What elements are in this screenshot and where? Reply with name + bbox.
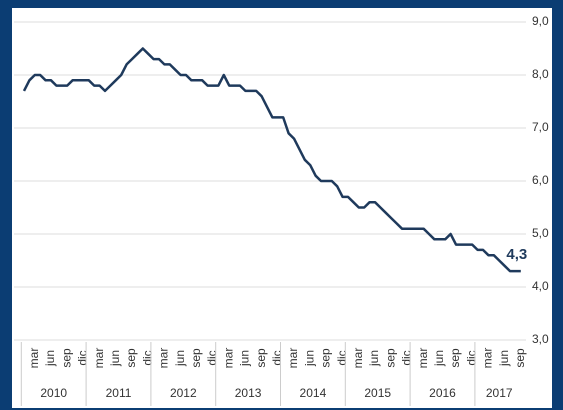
x-tick-label: sep bbox=[513, 348, 527, 368]
x-tick-label: mar bbox=[157, 348, 171, 369]
x-tick-label: jun bbox=[238, 350, 252, 367]
year-label: 2014 bbox=[300, 386, 327, 400]
x-tick-label: jun bbox=[367, 350, 381, 367]
x-tick-label: dic bbox=[270, 350, 284, 365]
year-label: 2012 bbox=[170, 386, 197, 400]
x-tick-label: sep bbox=[124, 348, 138, 368]
x-tick-label: sep bbox=[254, 348, 268, 368]
x-tick-label: dic bbox=[76, 350, 90, 365]
y-tick-label: 5,0 bbox=[532, 226, 549, 240]
x-tick-label: mar bbox=[481, 348, 495, 369]
year-label: 2013 bbox=[235, 386, 262, 400]
x-tick-label: mar bbox=[416, 348, 430, 369]
x-tick-label: jun bbox=[432, 350, 446, 367]
year-label: 2016 bbox=[429, 386, 456, 400]
x-tick-label: sep bbox=[448, 348, 462, 368]
value-label: 4,3 bbox=[506, 246, 527, 263]
x-tick-label: dic bbox=[464, 350, 478, 365]
x-tick-label: sep bbox=[189, 348, 203, 368]
x-tick-label: jun bbox=[497, 350, 511, 367]
x-tick-label: mar bbox=[221, 348, 235, 369]
x-tick-label: sep bbox=[383, 348, 397, 368]
y-tick-label: 7,0 bbox=[532, 120, 549, 134]
x-tick-label: jun bbox=[43, 350, 57, 367]
x-tick-label: mar bbox=[92, 348, 106, 369]
x-tick-label: sep bbox=[319, 348, 333, 368]
y-tick-label: 4,0 bbox=[532, 279, 549, 293]
x-tick-label: dic bbox=[205, 350, 219, 365]
y-tick-label: 9,0 bbox=[532, 14, 549, 28]
x-tick-label: jun bbox=[302, 350, 316, 367]
y-tick-label: 3,0 bbox=[532, 332, 549, 346]
x-tick-label: jun bbox=[108, 350, 122, 367]
year-label: 2015 bbox=[364, 386, 391, 400]
year-label: 2017 bbox=[486, 386, 513, 400]
year-label: 2010 bbox=[40, 386, 67, 400]
x-tick-label: sep bbox=[59, 348, 73, 368]
y-tick-label: 8,0 bbox=[532, 67, 549, 81]
x-tick-label: dic bbox=[335, 350, 349, 365]
y-tick-label: 6,0 bbox=[532, 173, 549, 187]
line-series bbox=[22, 47, 521, 273]
x-tick-label: jun bbox=[173, 350, 187, 367]
year-label: 2011 bbox=[106, 386, 132, 400]
x-tick-label: mar bbox=[286, 348, 300, 369]
x-tick-label: dic bbox=[140, 350, 154, 365]
x-tick-label: dic bbox=[400, 350, 414, 365]
x-tick-label: mar bbox=[351, 348, 365, 369]
x-tick-label: mar bbox=[27, 348, 41, 369]
